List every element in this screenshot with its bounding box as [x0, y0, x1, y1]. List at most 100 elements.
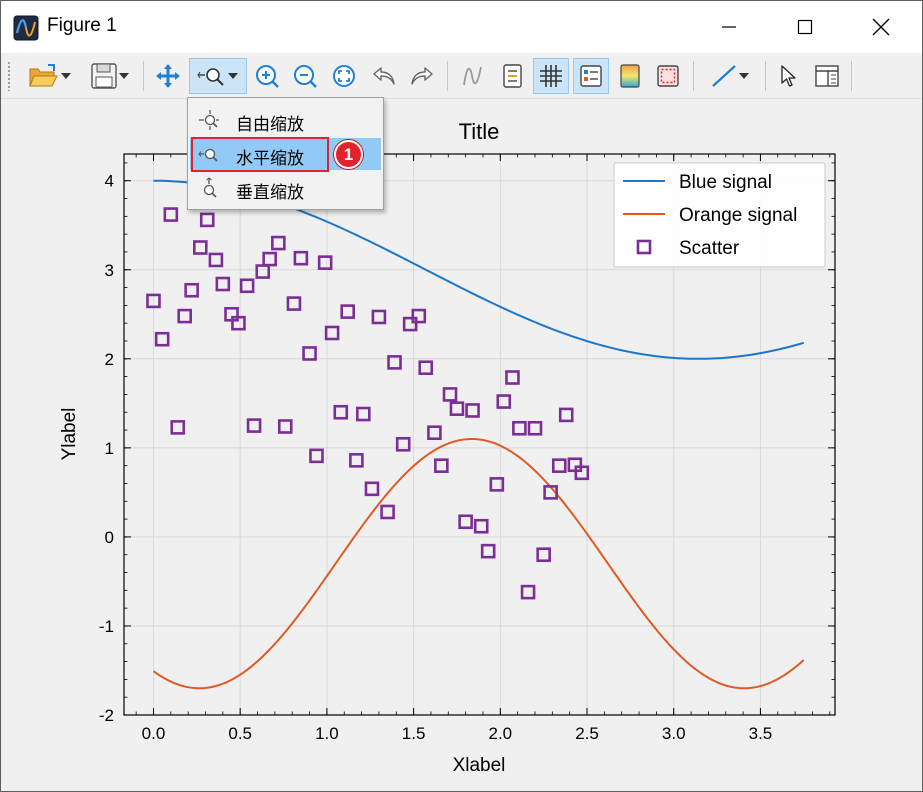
scatter-point	[246, 418, 262, 433]
scatter-point	[427, 425, 442, 441]
signal-button[interactable]	[457, 58, 489, 94]
data-cursor-button[interactable]	[495, 58, 529, 94]
toolbar-separator	[693, 61, 694, 91]
y-tick-label: -2	[99, 706, 114, 725]
chevron-down-icon	[61, 73, 71, 79]
scatter-point	[271, 235, 286, 251]
scatter-point	[402, 316, 418, 332]
toolbar-grip[interactable]	[7, 61, 11, 91]
legend-marker-swatch	[636, 239, 652, 255]
scatter-point	[551, 458, 567, 473]
select-button[interactable]	[773, 58, 803, 94]
grid-button[interactable]	[533, 58, 569, 94]
save-button[interactable]	[83, 58, 137, 94]
pan-button[interactable]	[151, 58, 185, 94]
close-button[interactable]	[858, 1, 904, 53]
scatter-point	[489, 477, 505, 492]
scatter-point	[302, 346, 317, 361]
scatter-point	[496, 394, 512, 409]
scatter-point	[154, 331, 170, 347]
legend-box	[613, 162, 826, 268]
chart-title: Title	[459, 119, 500, 144]
undo-icon	[373, 67, 395, 85]
zoom-out-icon	[294, 65, 317, 88]
open-folder-button[interactable]	[21, 58, 79, 94]
scatter-point	[480, 543, 496, 559]
data-cursor-icon	[503, 64, 522, 88]
scatter-point	[364, 481, 380, 497]
figure-canvas[interactable]: 0.0 0.5 1.0 1.5 2.0 2.5 3.0 3.5 -2 -1 0 1 2 3 4 Title…	[1, 99, 922, 791]
vertical-zoom-icon	[203, 177, 217, 198]
scatter-point	[340, 304, 356, 319]
grid-icon	[540, 65, 562, 87]
scatter-point	[434, 458, 449, 473]
x-tick-label: 2.0	[488, 724, 512, 743]
zoom-fit-icon	[333, 65, 355, 87]
scatter-point	[418, 360, 434, 376]
scatter-point	[215, 276, 231, 292]
scatter-point	[286, 296, 302, 311]
legend[interactable]: Blue signal Orange signal Scatter	[613, 162, 826, 268]
line-style-button[interactable]	[701, 58, 759, 94]
scatter-point	[277, 419, 293, 434]
y-tick-label: 4	[105, 172, 114, 191]
scatter-point	[527, 420, 543, 436]
close-icon	[872, 18, 890, 36]
x-axis-label: Xlabel	[453, 755, 506, 776]
toolbar-separator	[851, 61, 852, 91]
scatter-point	[371, 309, 387, 325]
scatter-point	[356, 406, 371, 422]
colormap-button[interactable]	[613, 58, 647, 94]
scatter-point	[520, 584, 536, 600]
zoom-in-button[interactable]	[251, 58, 283, 94]
scatter-point	[146, 293, 161, 309]
scatter-point	[317, 255, 333, 270]
x-tick-label: 2.5	[575, 724, 599, 743]
scatter-point	[262, 251, 277, 267]
maximize-button[interactable]	[782, 1, 828, 53]
undo-button[interactable]	[367, 58, 401, 94]
zoom-in-icon	[256, 65, 279, 88]
chart-area[interactable]: 0.0 0.5 1.0 1.5 2.0 2.5 3.0 3.5 -2 -1 0 1 2 3 4 Title…	[1, 99, 922, 791]
zoom-fit-button[interactable]	[327, 58, 361, 94]
y-tick-label: 2	[105, 350, 114, 369]
menu-item-free-zoom[interactable]: 自由缩放	[190, 104, 381, 136]
floppy-disk-icon	[91, 63, 117, 89]
x-tick-label: 0.5	[228, 724, 252, 743]
scatter-point	[324, 325, 340, 341]
annotation-highlight-box	[191, 137, 329, 172]
scatter-point	[449, 401, 465, 416]
menu-item-label: 垂直缩放	[236, 183, 304, 203]
scatter-point	[163, 207, 179, 222]
scatter-point	[184, 282, 199, 298]
legend-icon	[580, 65, 602, 87]
legend-label: Blue signal	[679, 172, 772, 193]
minimize-icon	[722, 26, 736, 28]
zoom-button[interactable]	[189, 58, 247, 94]
scatter-point	[473, 518, 489, 534]
toolbar	[1, 53, 922, 99]
zoom-out-button[interactable]	[289, 58, 321, 94]
legend-button[interactable]	[573, 58, 609, 94]
menu-item-vertical-zoom[interactable]: 垂直缩放	[190, 172, 381, 204]
menu-item-label: 水平缩放	[236, 149, 304, 169]
frame-button[interactable]	[651, 58, 685, 94]
frame-icon	[657, 65, 679, 87]
scatter-point	[442, 387, 458, 402]
pointer-icon	[781, 65, 796, 87]
redo-button[interactable]	[405, 58, 439, 94]
folder-open-icon	[29, 64, 58, 87]
toolbar-separator	[143, 61, 144, 91]
title-bar: Figure 1	[1, 1, 922, 53]
x-tick-label: 1.0	[315, 724, 339, 743]
layout-panel-button[interactable]	[809, 58, 845, 94]
move-arrows-icon	[156, 64, 180, 88]
scatter-point	[543, 485, 558, 500]
scatter-point	[458, 514, 473, 530]
annotation-step-badge: 1	[334, 140, 363, 169]
x-tick-label: 3.0	[662, 724, 686, 743]
y-tick-label: 1	[105, 439, 114, 458]
scatter-point	[558, 407, 574, 423]
scatter-point	[505, 370, 520, 385]
minimize-button[interactable]	[706, 1, 752, 53]
